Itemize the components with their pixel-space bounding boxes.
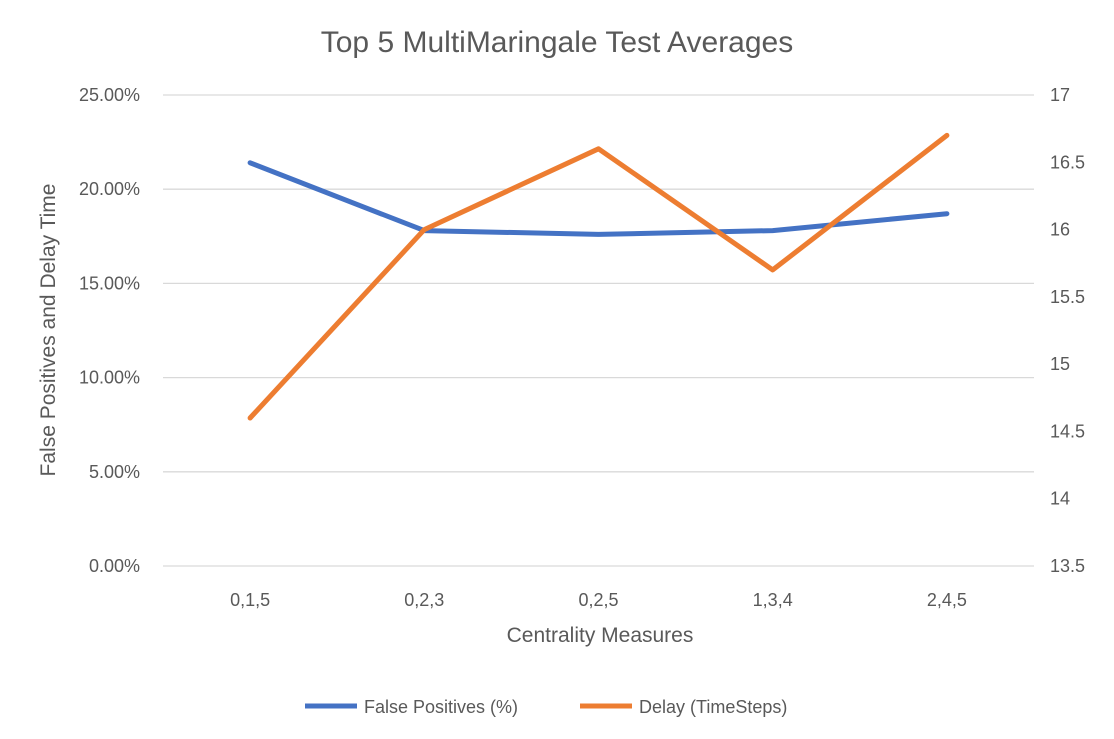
y-axis-title: False Positives and Delay Time (37, 184, 60, 477)
left-axis-ticks: 0.00% 5.00% 10.00% 15.00% 20.00% 25.00% (79, 85, 140, 576)
legend: False Positives (%) Delay (TimeSteps) (305, 697, 787, 717)
series-line-1 (247, 160, 950, 237)
right-tick-label: 15.5 (1050, 287, 1085, 307)
left-tick-label: 15.00% (79, 273, 140, 293)
series-line-2 (247, 132, 950, 421)
gridlines (163, 94, 1034, 567)
x-axis-ticks: 0,1,5 0,2,3 0,2,5 1,3,4 2,4,5 (230, 590, 967, 610)
right-axis-ticks: 13.5 14 14.5 15 15.5 16 16.5 17 (1050, 85, 1085, 576)
legend-label-1: False Positives (%) (364, 697, 518, 717)
series-lines (247, 132, 950, 421)
left-tick-label: 0.00% (89, 556, 140, 576)
left-tick-label: 5.00% (89, 462, 140, 482)
right-tick-label: 14 (1050, 489, 1070, 509)
right-tick-label: 15 (1050, 354, 1070, 374)
right-tick-label: 17 (1050, 85, 1070, 105)
x-tick-label: 0,2,5 (578, 590, 618, 610)
right-tick-label: 14.5 (1050, 421, 1085, 441)
left-tick-label: 25.00% (79, 85, 140, 105)
x-tick-label: 0,2,3 (404, 590, 444, 610)
left-tick-label: 20.00% (79, 179, 140, 199)
left-tick-label: 10.00% (79, 368, 140, 388)
legend-label-2: Delay (TimeSteps) (639, 697, 787, 717)
x-tick-label: 1,3,4 (753, 590, 793, 610)
right-tick-label: 13.5 (1050, 556, 1085, 576)
right-tick-label: 16 (1050, 220, 1070, 240)
x-tick-label: 2,4,5 (927, 590, 967, 610)
x-tick-label: 0,1,5 (230, 590, 270, 610)
right-tick-label: 16.5 (1050, 152, 1085, 172)
chart-title: Top 5 MultiMaringale Test Averages (321, 26, 794, 59)
x-axis-title: Centrality Measures (507, 624, 694, 647)
